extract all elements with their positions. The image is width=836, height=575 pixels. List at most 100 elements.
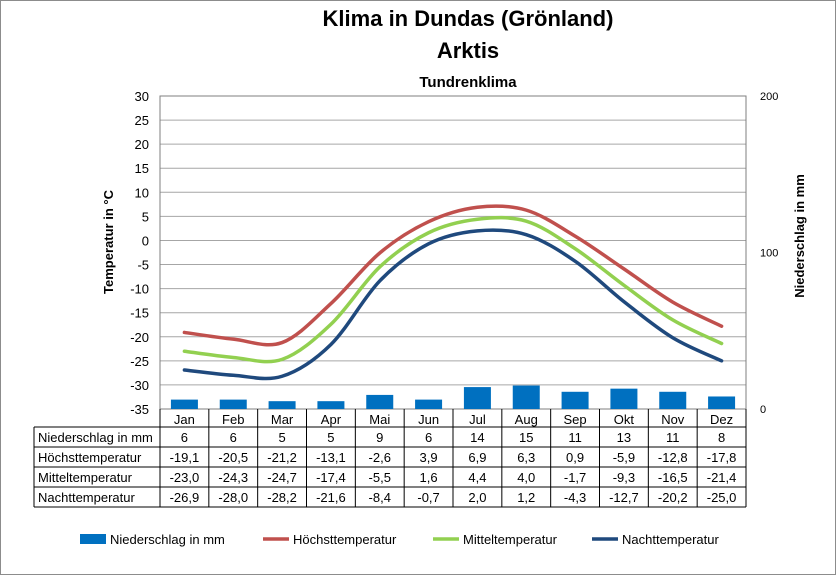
table-cell: 6,3 — [517, 450, 535, 465]
table-cell: 14 — [470, 430, 484, 445]
bar-niederschlag — [561, 391, 589, 409]
bar-niederschlag — [317, 401, 345, 409]
y-tick-right: 0 — [760, 404, 766, 416]
table-cell: -21,4 — [707, 470, 737, 485]
y-tick-left: 10 — [135, 185, 149, 200]
table-row-label: Mitteltemperatur — [38, 470, 133, 485]
legend-swatch-bar — [80, 534, 106, 544]
line-nachttemperatur — [182, 228, 724, 381]
table-cell: -5,5 — [369, 470, 391, 485]
table-cell: -4,3 — [564, 490, 586, 505]
y-tick-right: 100 — [760, 248, 778, 260]
y-tick-left: -5 — [137, 258, 149, 273]
y-tick-left: 5 — [142, 209, 149, 224]
table-cell: 2,0 — [468, 490, 486, 505]
bar-niederschlag — [415, 399, 443, 409]
bar-niederschlag — [366, 394, 394, 409]
table-cell: -13,1 — [316, 450, 346, 465]
table-cell: -26,9 — [170, 490, 200, 505]
table-cell: 4,4 — [468, 470, 486, 485]
table-cell: 4,0 — [517, 470, 535, 485]
table-cell: -2,6 — [369, 450, 391, 465]
table-cell: 1,2 — [517, 490, 535, 505]
table-cell: -0,7 — [417, 490, 439, 505]
table-cell: 8 — [718, 430, 725, 445]
y-tick-left: 30 — [135, 89, 149, 104]
table-cell: 3,9 — [420, 450, 438, 465]
y-axis-title-left: Temperatur in °C — [101, 189, 116, 294]
y-tick-left: -15 — [130, 306, 149, 321]
x-tick-label: Aug — [515, 412, 538, 427]
table-cell: -19,1 — [170, 450, 200, 465]
chart-title: Klima in Dundas (Grönland) — [322, 6, 614, 31]
x-tick-label: Mai — [369, 412, 390, 427]
y-tick-right: 200 — [760, 91, 778, 103]
x-tick-label: Jun — [418, 412, 439, 427]
table-cell: -21,2 — [267, 450, 297, 465]
chart-subtitle-2: Tundrenklima — [419, 74, 517, 91]
bar-niederschlag — [610, 388, 638, 409]
table-row-label: Niederschlag in mm — [38, 430, 153, 445]
x-tick-label: Dez — [710, 412, 733, 427]
y-axis-title-right: Niederschlag in mm — [792, 174, 807, 298]
bar-niederschlag — [463, 387, 491, 409]
x-tick-label: Sep — [564, 412, 587, 427]
line-mitteltemperatur — [182, 215, 724, 364]
legend-label: Höchsttemperatur — [293, 532, 397, 547]
table-cell: -17,4 — [316, 470, 346, 485]
table-cell: -24,3 — [218, 470, 248, 485]
y-tick-left: 0 — [142, 233, 149, 248]
y-tick-left: -35 — [130, 402, 149, 417]
y-tick-left: 15 — [135, 161, 149, 176]
table-cell: -20,5 — [218, 450, 248, 465]
x-tick-label: Apr — [321, 412, 342, 427]
x-tick-label: Jan — [174, 412, 195, 427]
legend-label: Mitteltemperatur — [463, 532, 558, 547]
table-cell: 6 — [230, 430, 237, 445]
table-cell: 0,9 — [566, 450, 584, 465]
legend-label: Nachttemperatur — [622, 532, 719, 547]
table-cell: -16,5 — [658, 470, 688, 485]
table-cell: -12,8 — [658, 450, 688, 465]
table-cell: 1,6 — [420, 470, 438, 485]
legend-label: Niederschlag in mm — [110, 532, 225, 547]
bar-niederschlag — [708, 396, 736, 409]
table-cell: 6 — [181, 430, 188, 445]
table-cell: 5 — [327, 430, 334, 445]
y-tick-left: -25 — [130, 354, 149, 369]
chart-subtitle: Arktis — [436, 38, 500, 63]
table-row-label: Nachttemperatur — [38, 490, 135, 505]
table-cell: -5,9 — [613, 450, 635, 465]
table-cell: -25,0 — [707, 490, 737, 505]
plot-area — [159, 95, 747, 410]
table-cell: 6 — [425, 430, 432, 445]
bar-niederschlag — [268, 401, 296, 409]
table-cell: 5 — [278, 430, 285, 445]
table-cell: -24,7 — [267, 470, 297, 485]
table-cell: -21,6 — [316, 490, 346, 505]
table-cell: -28,0 — [218, 490, 248, 505]
y-tick-left: 20 — [135, 137, 149, 152]
table-cell: -17,8 — [707, 450, 737, 465]
x-tick-label: Nov — [661, 412, 685, 427]
y-tick-left: 25 — [135, 113, 149, 128]
table-cell: 9 — [376, 430, 383, 445]
bar-niederschlag — [659, 391, 687, 409]
table-cell: -28,2 — [267, 490, 297, 505]
bar-niederschlag — [219, 399, 247, 409]
table-cell: 11 — [666, 430, 680, 445]
table-cell: -12,7 — [609, 490, 639, 505]
bar-niederschlag — [512, 385, 540, 409]
line-hoechsttemperatur — [182, 204, 724, 347]
y-tick-left: -30 — [130, 378, 149, 393]
table-row-label: Höchsttemperatur — [38, 450, 142, 465]
table-cell: -9,3 — [613, 470, 635, 485]
x-tick-label: Mar — [271, 412, 294, 427]
table-cell: -23,0 — [170, 470, 200, 485]
table-cell: -20,2 — [658, 490, 688, 505]
y-tick-left: -10 — [130, 282, 149, 297]
table-cell: -1,7 — [564, 470, 586, 485]
table-cell: 11 — [568, 430, 582, 445]
table-cell: 6,9 — [468, 450, 486, 465]
